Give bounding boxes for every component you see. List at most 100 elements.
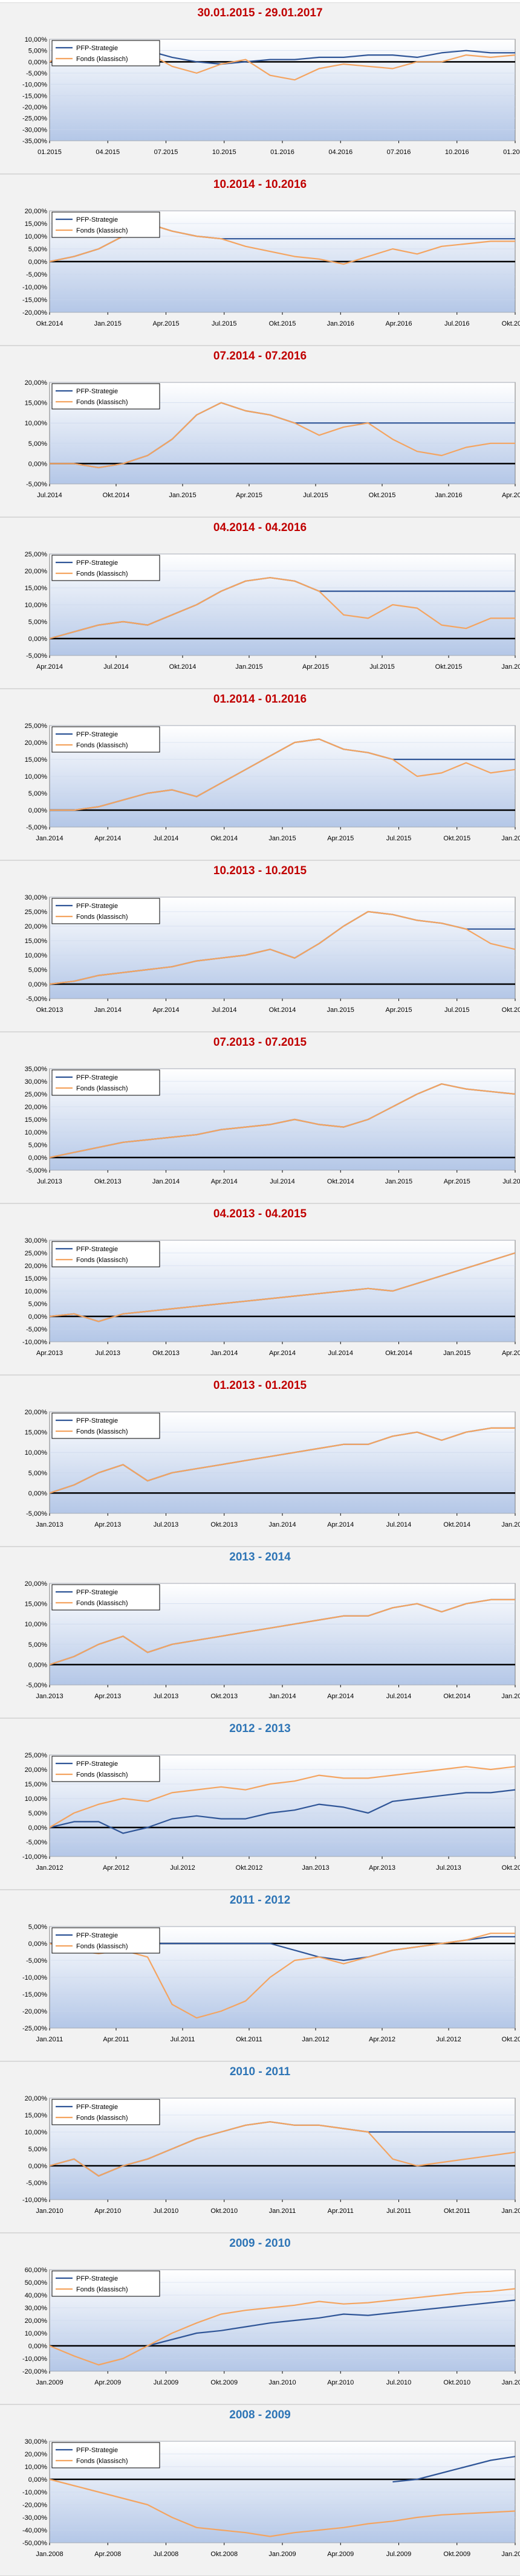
x-tick-label: Jul.2015 [444, 1006, 470, 1014]
chart-panel: 10.2014 - 10.2016 20,00% 15,00% 10,00% 5,00%… [0, 174, 520, 346]
x-tick-label: 01.2015 [37, 149, 62, 156]
x-tick-label: Apr.2014 [327, 1521, 354, 1528]
legend-label-pfp: PFP-Strategie [76, 2104, 118, 2111]
x-tick-label: 01.2016 [270, 149, 294, 156]
x-tick-label: Okt.2009 [210, 2379, 238, 2386]
x-tick-label: Apr.2009 [327, 2551, 354, 2558]
y-tick-label: 5,00% [28, 1924, 47, 1931]
x-tick-label: Okt.2014 [269, 1006, 296, 1014]
x-tick-label: Jan.2014 [268, 1521, 296, 1528]
chart-panel: 01.2013 - 01.2015 20,00% 15,00% 10,00% 5,00%… [0, 1375, 520, 1547]
legend: PFP-Strategie Fonds (klassisch) [51, 898, 160, 924]
x-tick-label: Jan.2013 [36, 1693, 63, 1700]
series-line-fonds [49, 2288, 516, 2366]
y-tick-label: 20,00% [25, 2451, 48, 2458]
x-tick-label: Apr.2014 [269, 1350, 296, 1357]
x-tick-label: Okt.2013 [210, 1693, 238, 1700]
y-tick-label: 20,00% [25, 1409, 48, 1416]
chart-panel: 2010 - 2011 20,00% 15,00% 10,00% 5,00% 0,00% -… [0, 2061, 520, 2233]
x-tick-label: 10.2015 [212, 149, 236, 156]
series-line-fonds [49, 910, 516, 985]
x-tick-label: Apr.2015 [444, 1178, 470, 1185]
y-tick-label: 0,00% [28, 1824, 47, 1832]
x-tick-label: Apr.2008 [94, 2551, 121, 2558]
legend-label-fonds: Fonds (klassisch) [76, 2286, 128, 2293]
y-tick-label: 5,00% [28, 619, 47, 626]
x-tick-label: Okt.2013 [210, 1521, 238, 1528]
legend-label-fonds: Fonds (klassisch) [76, 1943, 128, 1950]
legend-label-pfp: PFP-Strategie [76, 388, 118, 395]
y-tick-label: -5,00% [26, 2180, 47, 2187]
y-tick-label: 10,00% [25, 602, 48, 609]
x-tick-label: Apr.2012 [369, 2036, 395, 2043]
chart-title: 10.2013 - 10.2015 [213, 865, 307, 877]
x-tick-label: Apr.2010 [94, 2207, 121, 2215]
chart-panel: 04.2013 - 04.2015 30,00% 25,00% 20,00% 15,00… [0, 1203, 520, 1375]
chart-title: 01.2014 - 01.2016 [213, 693, 307, 706]
y-tick-label: -5,00% [26, 996, 47, 1003]
x-tick-label: Jul.2016 [444, 320, 470, 327]
x-tick-label: Apr.2013 [36, 1350, 63, 1357]
y-tick-label: 5,00% [28, 790, 47, 797]
x-tick-label: Apr.2014 [36, 663, 63, 671]
y-tick-label: 15,00% [25, 938, 48, 945]
x-tick-label: Jan.2015 [94, 320, 122, 327]
y-tick-label: 15,00% [25, 756, 48, 764]
y-tick-label: -35,00% [22, 138, 47, 145]
chart-title: 10.2014 - 10.2016 [213, 178, 307, 191]
chart-title: 2009 - 2010 [229, 2237, 291, 2250]
legend-label-pfp: PFP-Strategie [76, 1417, 118, 1425]
x-tick-label: Apr.2014 [152, 1006, 179, 1014]
x-tick-label: Jan.2010 [501, 2551, 520, 2558]
y-tick-label: 15,00% [25, 1116, 48, 1124]
x-tick-label: Jul.2014 [37, 492, 62, 499]
y-tick-label: -10,00% [22, 284, 47, 291]
y-tick-label: 0,00% [28, 1661, 47, 1669]
legend: PFP-Strategie Fonds (klassisch) [51, 726, 160, 753]
y-tick-label: 25,00% [25, 723, 48, 730]
y-tick-label: -10,00% [22, 1974, 47, 1982]
x-tick-label: Apr.2016 [502, 492, 520, 499]
y-tick-label: 50,00% [25, 2279, 48, 2287]
x-tick-label: Jan.2009 [36, 2379, 63, 2386]
y-tick-label: -10,00% [22, 2489, 47, 2496]
legend-label-fonds: Fonds (klassisch) [76, 913, 128, 921]
y-tick-label: 0,00% [28, 2343, 47, 2350]
legend-label-pfp: PFP-Strategie [76, 45, 118, 52]
legend-box [51, 1069, 160, 1096]
y-tick-label: -20,00% [22, 2008, 47, 2015]
x-tick-label: 04.2015 [96, 149, 120, 156]
x-tick-label: Jan.2015 [235, 663, 262, 671]
legend: PFP-Strategie Fonds (klassisch) [51, 1241, 160, 1267]
legend: PFP-Strategie Fonds (klassisch) [51, 1927, 160, 1954]
x-tick-label: Jul.2011 [386, 2207, 411, 2215]
chart-title: 2008 - 2009 [229, 2409, 291, 2421]
x-tick-label: 10.2016 [445, 149, 469, 156]
y-tick-label: 5,00% [28, 246, 47, 253]
x-tick-label: Okt.2014 [443, 1521, 470, 1528]
legend-box [51, 555, 160, 581]
x-tick-label: Okt.2014 [385, 1350, 412, 1357]
x-tick-label: Jan.2015 [385, 1178, 412, 1185]
y-tick-label: 0,00% [28, 2476, 47, 2484]
x-tick-label: Okt.2014 [36, 320, 63, 327]
x-tick-label: Jul.2014 [270, 1178, 295, 1185]
y-tick-label: 20,00% [25, 1104, 48, 1111]
y-tick-label: -50,00% [22, 2540, 47, 2547]
x-tick-label: Apr.2011 [103, 2036, 129, 2043]
legend-label-pfp: PFP-Strategie [76, 1932, 118, 1939]
x-tick-label: Apr.2014 [327, 1693, 354, 1700]
legend-box [51, 2099, 160, 2125]
y-tick-label: -5,00% [26, 1510, 47, 1518]
y-tick-label: -5,00% [26, 481, 47, 488]
y-tick-label: -10,00% [22, 2355, 47, 2363]
chart-title: 2011 - 2012 [229, 1894, 291, 1907]
x-tick-label: Okt.2013 [502, 1864, 520, 1872]
x-tick-label: Jul.2009 [154, 2379, 179, 2386]
x-tick-label: 04.2016 [328, 149, 353, 156]
y-tick-label: 15,00% [25, 585, 48, 592]
legend: PFP-Strategie Fonds (klassisch) [51, 555, 160, 581]
chart-svg: 35,00% 30,00% 25,00% 20,00% 15,00% 10,00% 5,00… [25, 1066, 520, 1185]
legend-label-fonds: Fonds (klassisch) [76, 1600, 128, 1607]
x-tick-label: Jul.2014 [212, 1006, 237, 1014]
